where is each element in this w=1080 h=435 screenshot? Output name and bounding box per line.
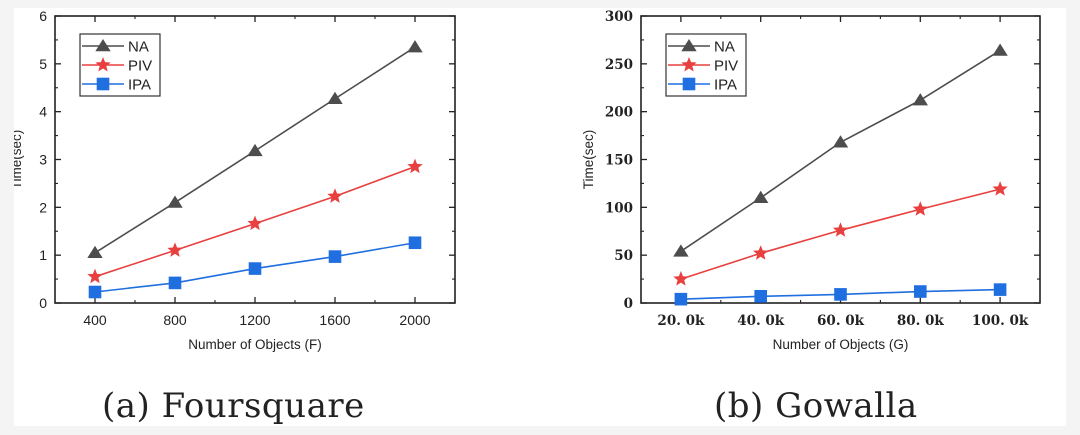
data-point-na — [832, 135, 849, 148]
series-ipa — [88, 236, 422, 299]
chart-gowalla: 0 50 100 150 200 250 300 20. 0k 40. 0k 60. 0k 80. … — [581, 9, 1041, 352]
data-point-piv — [407, 158, 423, 174]
data-point-piv — [992, 181, 1008, 196]
series-ipa — [674, 283, 1007, 306]
series-piv — [87, 158, 423, 284]
legend-item-na: NA — [82, 39, 149, 56]
legend-marker-star — [95, 56, 111, 72]
x-axis-title: Number of Objects (F) — [188, 337, 322, 352]
legend-label: IPA — [714, 77, 737, 94]
data-point-piv — [167, 242, 183, 257]
legend-item-piv: PIV — [668, 56, 738, 75]
data-point-ipa — [674, 292, 688, 306]
series-piv — [673, 181, 1008, 286]
data-point-piv — [912, 201, 928, 216]
data-point-na — [992, 43, 1008, 56]
y-axis-title: Time(sec) — [14, 130, 24, 190]
data-point-piv — [832, 222, 849, 237]
x-tick-label: 100. 0k — [972, 313, 1029, 329]
data-point-na — [912, 93, 928, 106]
x-tick-label: 1600 — [319, 312, 350, 328]
legend-label: NA — [714, 39, 735, 56]
y-tick-label: 100 — [605, 200, 633, 216]
series-line-piv — [680, 188, 1001, 280]
legend-marker-square — [682, 77, 696, 91]
data-point-ipa — [834, 288, 847, 301]
data-point-ipa — [993, 283, 1007, 296]
legend: NA PIV IPA — [79, 33, 161, 97]
legend-marker-triangle — [681, 39, 697, 52]
figure: 0 1 2 3 4 5 6 400 800 1200 1600 2000 Number of Objec… — [14, 8, 1066, 426]
chart-foursquare: 0 1 2 3 4 5 6 400 800 1200 1600 2000 Number of Objec… — [14, 8, 456, 352]
x-tick-label: 2000 — [399, 312, 430, 328]
legend-item-na: NA — [668, 39, 735, 56]
legend-item-piv: PIV — [82, 56, 152, 75]
data-point-ipa — [408, 236, 422, 250]
y-tick-label: 3 — [39, 152, 47, 168]
legend-marker-square — [96, 77, 110, 91]
data-point-na — [167, 195, 183, 208]
x-tick-label: 20. 0k — [657, 313, 705, 329]
y-tick-label: 300 — [605, 9, 633, 25]
data-point-ipa — [914, 285, 927, 298]
data-point-piv — [247, 215, 263, 231]
data-point-piv — [673, 271, 689, 286]
y-tick-label: 0 — [624, 296, 633, 312]
x-tick-label: 80. 0k — [897, 313, 945, 329]
x-tick-label: 400 — [83, 312, 107, 328]
caption-foursquare: (a) Foursquare — [102, 386, 365, 426]
y-tick-label: 50 — [614, 248, 633, 264]
data-point-na — [87, 245, 103, 259]
y-tick-label: 250 — [605, 57, 633, 73]
y-axis-title: Time(sec) — [581, 130, 596, 190]
caption-gowalla: (b) Gowalla — [714, 386, 918, 426]
y-tick-label: 4 — [39, 104, 47, 120]
data-point-piv — [87, 268, 103, 284]
series-na — [87, 40, 423, 259]
data-point-ipa — [754, 290, 767, 303]
y-tick-label: 2 — [39, 199, 47, 215]
data-point-ipa — [88, 285, 102, 299]
data-point-na — [753, 190, 769, 204]
x-axis-title: Number of Objects (G) — [773, 337, 909, 352]
data-point-piv — [753, 245, 769, 260]
legend-label: PIV — [128, 58, 152, 75]
legend-label: IPA — [128, 77, 151, 94]
data-point-na — [327, 91, 343, 105]
data-point-ipa — [248, 262, 262, 275]
data-point-na — [407, 40, 423, 53]
legend-marker-star — [681, 56, 697, 72]
y-tick-label: 0 — [39, 295, 47, 311]
legend-item-ipa: IPA — [668, 77, 737, 94]
series-na — [673, 43, 1008, 257]
y-tick-label: 5 — [39, 56, 47, 72]
x-tick-label: 40. 0k — [737, 313, 785, 329]
data-point-ipa — [168, 276, 182, 290]
y-tick-label: 200 — [605, 105, 633, 121]
legend-item-ipa: IPA — [82, 77, 151, 94]
data-point-piv — [327, 188, 343, 203]
x-tick-label: 1200 — [239, 312, 270, 328]
x-tick-label: 800 — [163, 312, 187, 328]
data-point-ipa — [328, 250, 342, 263]
y-tick-label: 150 — [605, 153, 633, 169]
legend-marker-triangle — [95, 39, 111, 52]
legend: NA PIV IPA — [665, 33, 747, 97]
data-point-na — [247, 143, 263, 157]
x-tick-label: 60. 0k — [817, 313, 865, 329]
data-point-na — [673, 244, 689, 257]
legend-label: PIV — [714, 58, 738, 75]
legend-label: NA — [128, 39, 149, 56]
y-tick-label: 6 — [39, 8, 47, 24]
y-tick-label: 1 — [39, 247, 47, 263]
